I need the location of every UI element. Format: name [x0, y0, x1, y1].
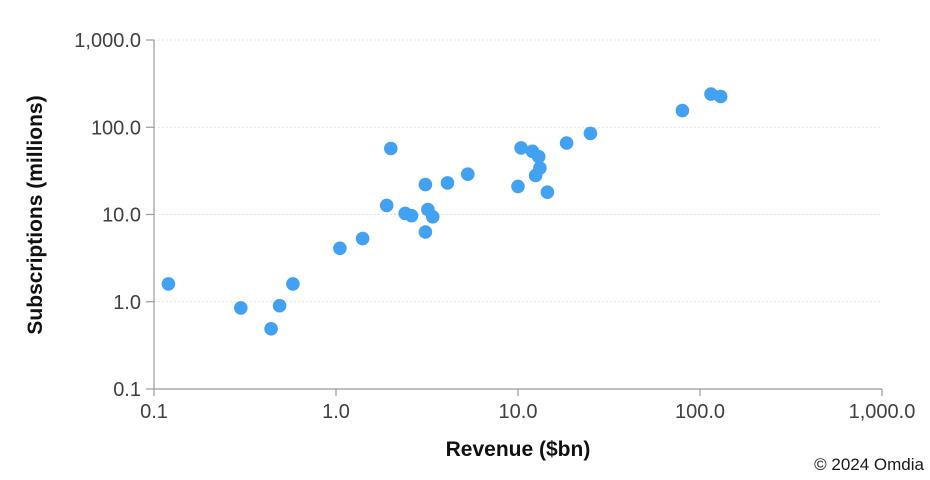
data-point — [418, 177, 433, 192]
data-point — [461, 167, 475, 181]
data-point — [533, 161, 547, 175]
data-point — [514, 141, 528, 155]
data-point — [161, 277, 176, 291]
data-point — [425, 210, 440, 224]
data-point — [713, 89, 728, 104]
data-point — [379, 198, 394, 213]
x-axis-title: Revenue ($bn) — [445, 438, 591, 461]
y-axis-title: Subscriptions (millions) — [24, 95, 47, 335]
data-point — [583, 126, 598, 141]
data-point — [286, 277, 300, 291]
data-point — [272, 298, 287, 313]
data-point — [531, 149, 546, 164]
x-tick-label: 1,000.0 — [849, 401, 916, 423]
y-tick-label: 100.0 — [91, 117, 141, 139]
y-tick-label: 0.1 — [113, 379, 141, 401]
data-point — [418, 225, 433, 239]
data-point — [559, 136, 574, 150]
y-tick-label: 10.0 — [102, 205, 141, 227]
copyright-text: © 2024 Omdia — [814, 455, 924, 474]
data-point — [675, 103, 690, 118]
data-point — [264, 322, 278, 336]
x-tick-label: 100.0 — [675, 401, 725, 423]
data-point — [440, 176, 455, 190]
data-point — [355, 231, 370, 246]
x-tick-label: 10.0 — [499, 401, 538, 423]
x-tick-label: 1.0 — [322, 401, 350, 423]
data-point — [511, 179, 525, 194]
data-point — [540, 185, 555, 199]
data-point — [404, 208, 419, 223]
y-tick-label: 1,000.0 — [74, 30, 141, 52]
y-tick-label: 1.0 — [113, 292, 141, 314]
x-tick-label: 0.1 — [140, 401, 168, 423]
data-point — [384, 141, 398, 156]
data-point — [333, 241, 347, 256]
data-point — [234, 301, 248, 315]
